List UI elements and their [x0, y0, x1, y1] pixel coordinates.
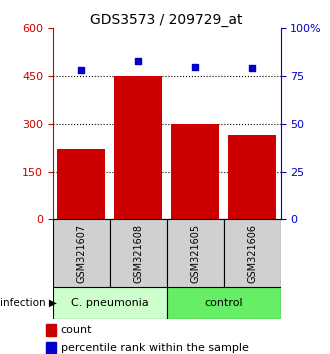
Point: [136, 58, 141, 64]
Bar: [114, 76, 162, 219]
Text: GSM321607: GSM321607: [76, 223, 86, 283]
Bar: [171, 124, 219, 219]
Bar: [57, 149, 106, 219]
Point: [249, 65, 255, 71]
FancyBboxPatch shape: [53, 287, 167, 319]
FancyBboxPatch shape: [167, 287, 280, 319]
Bar: [228, 135, 276, 219]
Title: GDS3573 / 209729_at: GDS3573 / 209729_at: [90, 13, 243, 27]
Text: GSM321606: GSM321606: [247, 224, 257, 282]
Bar: [46, 342, 56, 354]
Text: count: count: [61, 325, 92, 335]
FancyBboxPatch shape: [53, 219, 110, 287]
Text: GSM321608: GSM321608: [133, 224, 143, 282]
Point: [192, 64, 198, 69]
Text: infection ▶: infection ▶: [0, 298, 57, 308]
Text: GSM321605: GSM321605: [190, 223, 200, 283]
Text: control: control: [204, 298, 243, 308]
FancyBboxPatch shape: [110, 219, 167, 287]
Bar: [46, 324, 56, 336]
Text: C. pneumonia: C. pneumonia: [71, 298, 148, 308]
FancyBboxPatch shape: [224, 219, 280, 287]
FancyBboxPatch shape: [167, 219, 224, 287]
Text: percentile rank within the sample: percentile rank within the sample: [61, 343, 248, 353]
Point: [79, 68, 84, 73]
